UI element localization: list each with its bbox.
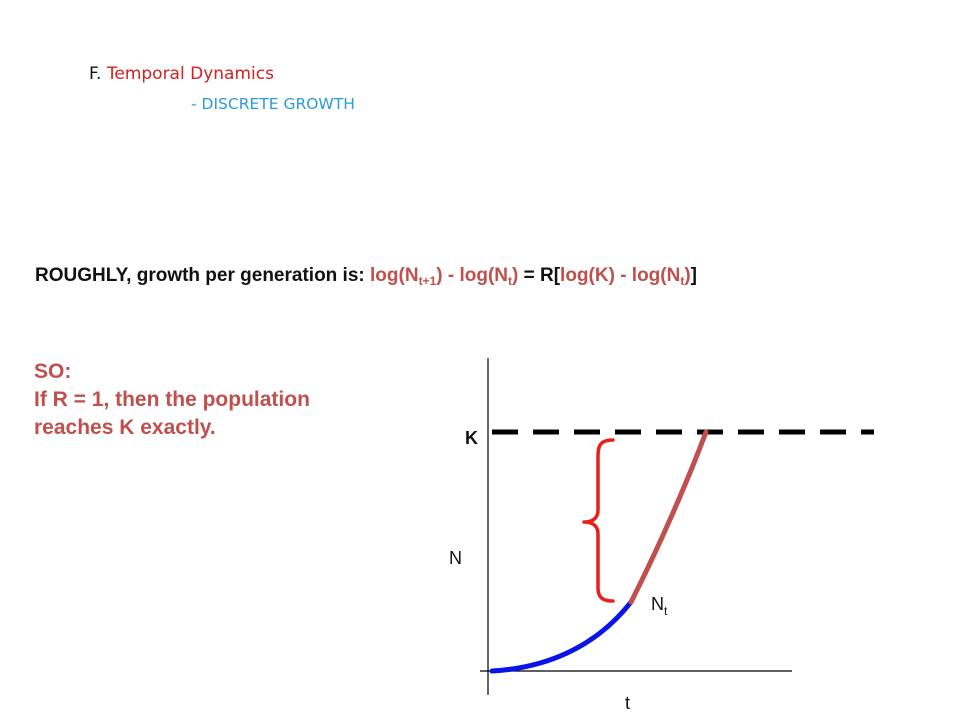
red-growth-curve (628, 429, 709, 605)
conclusion-line-2: If R = 1, then the population (34, 388, 310, 411)
nt-label-main: N (651, 594, 664, 614)
title-text: Temporal Dynamics (106, 64, 274, 84)
blue-growth-curve (489, 599, 634, 674)
nt-label-sub: t (664, 604, 668, 618)
red-brace (582, 438, 615, 603)
formula-rhs-b: ) (684, 265, 691, 286)
formula-lhs-a-sub: t+1 (418, 274, 437, 288)
conclusion-text: SO: If R = 1, then the population reache… (34, 358, 310, 442)
slide-subtitle: - DISCRETE GROWTH (191, 95, 355, 113)
formula-rhs-a: log(K) - log(N (560, 265, 681, 286)
formula-rhs-a-sub: t (680, 274, 685, 288)
x-axis-label: t (625, 693, 630, 713)
title-prefix: F. (89, 64, 102, 84)
k-label: K (465, 428, 478, 448)
formula-lhs-c: ) (512, 265, 519, 286)
conclusion-line-3: reaches K exactly. (34, 416, 216, 439)
conclusion-line-1: SO: (34, 360, 72, 383)
formula-lhs-b: ) - log(N (436, 265, 509, 286)
nt-label: Nt (651, 594, 668, 618)
y-axis-label: N (449, 548, 462, 568)
formula-lhs-b-sub: t (508, 274, 513, 288)
formula-equals: = R[ (518, 265, 561, 286)
growth-formula: ROUGHLY, growth per generation is: log(N… (35, 265, 697, 287)
formula-close: ] (690, 265, 697, 286)
formula-lead: ROUGHLY, growth per generation is: (35, 265, 371, 286)
formula-lhs-a: log(N (370, 265, 419, 286)
slide-title: F. Temporal Dynamics (89, 64, 274, 84)
